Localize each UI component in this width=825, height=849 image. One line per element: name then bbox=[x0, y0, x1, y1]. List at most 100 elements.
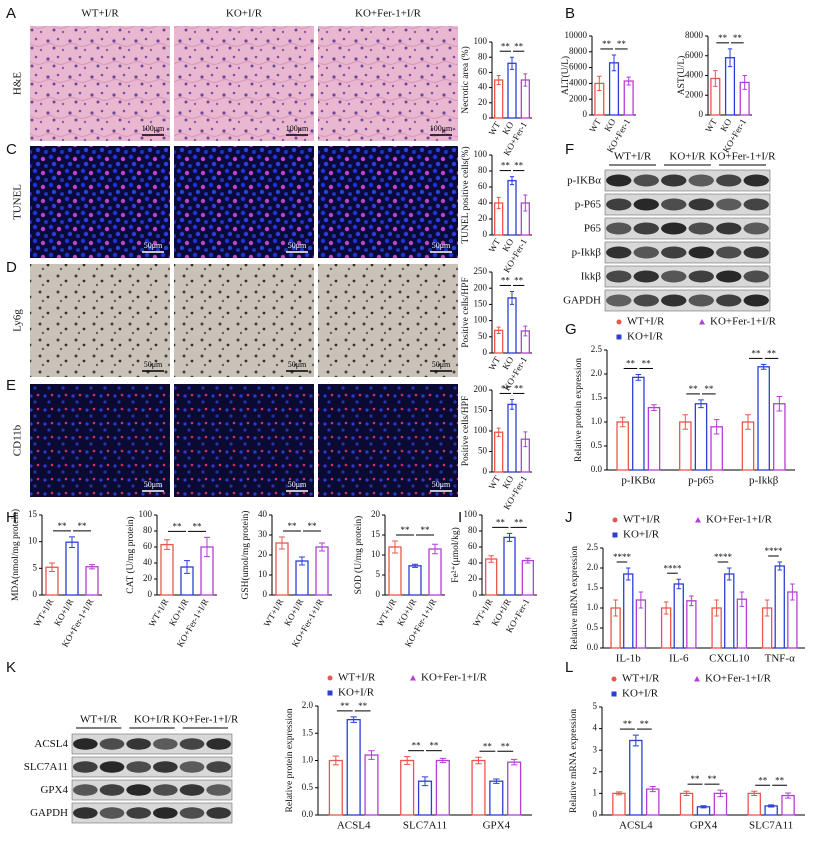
bar bbox=[647, 406, 661, 471]
y-axis-label: ALT(U/L) bbox=[560, 56, 571, 95]
legend-label: WT+I/R bbox=[622, 673, 660, 685]
micrograph bbox=[174, 384, 314, 497]
significance-label: ** bbox=[691, 774, 701, 784]
blot-band bbox=[633, 246, 659, 259]
blot-band bbox=[179, 784, 205, 796]
bar bbox=[328, 759, 343, 816]
error-bar bbox=[510, 398, 514, 410]
error-bar bbox=[611, 54, 617, 72]
error-bar bbox=[432, 543, 438, 555]
scale-bar-label: 100μm bbox=[286, 124, 309, 133]
bar bbox=[629, 739, 643, 816]
blot-band bbox=[153, 807, 178, 819]
y-tick-label: 80 bbox=[468, 525, 478, 535]
blot-group: KO+Fer-1+I/R bbox=[172, 714, 239, 726]
blot-band bbox=[743, 294, 769, 307]
y-tick-label: 40 bbox=[478, 197, 488, 207]
y-tick-label: 2.0 bbox=[587, 562, 599, 572]
micrograph bbox=[318, 26, 458, 141]
legend-marker bbox=[327, 675, 333, 681]
blot-label: GAPDH bbox=[563, 295, 601, 307]
x-tick-label: WT bbox=[487, 355, 503, 373]
y-tick-label: 0 bbox=[593, 809, 598, 819]
blot-band bbox=[206, 738, 231, 750]
blot-band bbox=[661, 174, 687, 187]
error-bar bbox=[69, 536, 75, 549]
y-axis-label: Relative protein expression bbox=[285, 708, 295, 812]
y-tick-label: 10000 bbox=[565, 30, 588, 40]
y-tick-label: 20 bbox=[478, 213, 488, 223]
blot-band bbox=[153, 738, 178, 750]
error-bar bbox=[368, 750, 375, 760]
error-bar bbox=[510, 56, 514, 70]
significance-label: ** bbox=[707, 774, 717, 784]
error-bar bbox=[510, 758, 518, 766]
micrograph bbox=[30, 384, 170, 497]
bar bbox=[494, 431, 504, 473]
bar bbox=[295, 560, 309, 596]
row-label: Ly6g bbox=[12, 309, 24, 332]
blot-band bbox=[633, 198, 659, 211]
blot-band bbox=[179, 807, 205, 819]
x-tick-label: p-IKBα bbox=[621, 475, 655, 487]
x-tick-label: CXCL10 bbox=[709, 653, 750, 665]
significance-label: ** bbox=[718, 33, 728, 43]
y-tick-label: 10 bbox=[258, 569, 268, 579]
blot-label: GAPDH bbox=[30, 807, 68, 819]
y-tick-label: 0 bbox=[699, 109, 704, 119]
y-tick-label: 2000 bbox=[569, 93, 588, 103]
blot-band bbox=[179, 761, 205, 773]
bar bbox=[494, 79, 504, 119]
micrograph bbox=[318, 264, 458, 377]
blot-band bbox=[688, 174, 714, 187]
bar bbox=[471, 759, 486, 816]
significance-label: ** bbox=[602, 39, 612, 49]
y-tick-label: 20 bbox=[468, 573, 478, 583]
blot-band bbox=[743, 246, 769, 259]
significance-label: ** bbox=[340, 701, 350, 711]
blot-band bbox=[688, 246, 714, 259]
error-bar bbox=[523, 73, 528, 87]
x-tick-label: WT bbox=[587, 117, 603, 135]
error-bar bbox=[649, 785, 656, 793]
blot-band bbox=[99, 784, 125, 796]
blot-band bbox=[716, 174, 742, 187]
error-bar bbox=[619, 416, 626, 428]
blot-band bbox=[743, 222, 769, 235]
x-tick-label: SLC7A11 bbox=[749, 820, 793, 832]
y-tick-label: 20 bbox=[371, 509, 381, 519]
y-tick-label: 0 bbox=[483, 112, 488, 122]
x-tick-label: IL-6 bbox=[669, 653, 689, 665]
y-tick-label: 40 bbox=[258, 509, 268, 519]
blot-band bbox=[126, 784, 151, 796]
blot-label: p-Ikkβ bbox=[572, 247, 602, 259]
significance-label: ** bbox=[751, 348, 761, 358]
error-bar bbox=[439, 757, 447, 764]
y-axis-label: MDA(nmol/mg protein) bbox=[10, 509, 21, 601]
blot-band bbox=[126, 807, 151, 819]
blot-label: p-IKBα bbox=[567, 175, 601, 187]
legend-label: KO+I/R bbox=[627, 331, 664, 343]
blot-band bbox=[126, 738, 151, 750]
significance-label: ** bbox=[758, 775, 768, 785]
legend-marker bbox=[616, 319, 622, 325]
panel-letter: L bbox=[565, 659, 573, 676]
scale-bar-label: 50μm bbox=[432, 360, 451, 369]
error-bar bbox=[496, 74, 501, 86]
blot-band bbox=[633, 270, 659, 283]
x-tick-label: IL-1b bbox=[616, 653, 642, 665]
row-label: CD11b bbox=[12, 424, 24, 456]
error-bar bbox=[717, 789, 724, 798]
significance-label: ** bbox=[623, 719, 633, 729]
significance-label: ** bbox=[775, 775, 785, 785]
significance-label: ** bbox=[642, 359, 652, 369]
error-bar bbox=[651, 404, 657, 411]
error-bar bbox=[49, 562, 55, 573]
legend-marker bbox=[327, 690, 333, 696]
y-tick-label: 2.5 bbox=[587, 542, 599, 552]
y-tick-label: 15 bbox=[28, 509, 38, 519]
y-tick-label: 20 bbox=[143, 573, 153, 583]
y-axis-label: AST(U/L) bbox=[676, 56, 687, 96]
x-tick-label: WT bbox=[487, 474, 503, 492]
